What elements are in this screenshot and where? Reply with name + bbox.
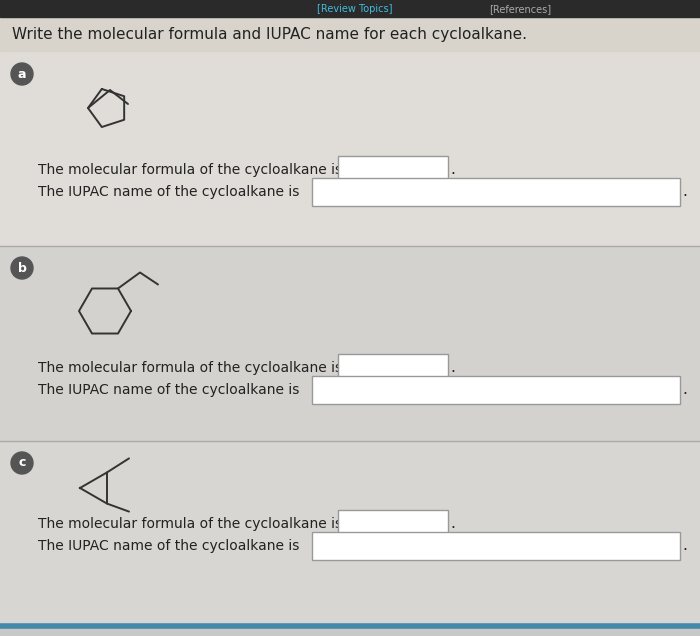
Bar	[338, 354, 448, 382]
Text: The molecular formula of the cycloalkane is: The molecular formula of the cycloalkane…	[38, 361, 342, 375]
Text: .: .	[682, 184, 687, 200]
Text: .: .	[450, 361, 455, 375]
Text: c: c	[18, 457, 26, 469]
Circle shape	[11, 452, 33, 474]
Text: [Review Topics]: [Review Topics]	[317, 4, 393, 14]
Circle shape	[11, 257, 33, 279]
Text: .: .	[682, 539, 687, 553]
Bar	[0, 441, 700, 626]
Bar	[312, 376, 680, 404]
Text: .: .	[450, 163, 455, 177]
Text: Write the molecular formula and IUPAC name for each cycloalkane.: Write the molecular formula and IUPAC na…	[12, 27, 527, 41]
Text: The molecular formula of the cycloalkane is: The molecular formula of the cycloalkane…	[38, 163, 342, 177]
Bar	[0, 51, 700, 246]
Text: b: b	[18, 261, 27, 275]
Text: a: a	[18, 67, 27, 81]
Text: The molecular formula of the cycloalkane is: The molecular formula of the cycloalkane…	[38, 517, 342, 531]
Circle shape	[11, 63, 33, 85]
Bar	[0, 0, 700, 17]
Text: The IUPAC name of the cycloalkane is: The IUPAC name of the cycloalkane is	[38, 539, 300, 553]
Bar	[0, 246, 700, 441]
Text: The IUPAC name of the cycloalkane is: The IUPAC name of the cycloalkane is	[38, 185, 300, 199]
Bar	[312, 178, 680, 206]
Text: [References]: [References]	[489, 4, 551, 14]
Text: .: .	[450, 516, 455, 532]
Bar	[0, 17, 700, 51]
Bar	[312, 532, 680, 560]
Bar	[338, 156, 448, 184]
Bar	[338, 510, 448, 538]
Text: .: .	[682, 382, 687, 398]
Text: The IUPAC name of the cycloalkane is: The IUPAC name of the cycloalkane is	[38, 383, 300, 397]
